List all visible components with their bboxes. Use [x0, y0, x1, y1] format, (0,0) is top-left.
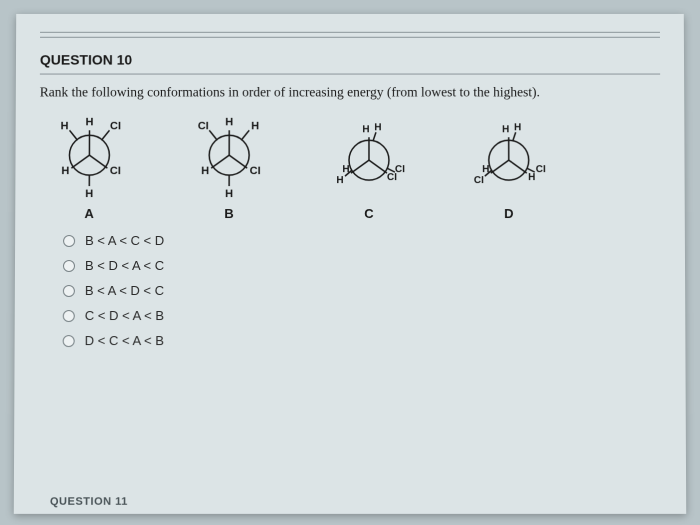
newman-c: H H H H CI CI: [329, 110, 409, 200]
svg-text:H: H: [61, 120, 69, 132]
svg-text:CI: CI: [395, 164, 405, 175]
diagram-d: H H H CI H CI D: [469, 110, 549, 221]
top-divider-1: [40, 31, 660, 32]
diagram-label-c: C: [364, 206, 373, 221]
option-5[interactable]: D < C < A < B: [63, 333, 662, 348]
svg-text:H: H: [528, 172, 535, 183]
svg-text:H: H: [374, 122, 381, 133]
svg-text:H: H: [514, 122, 521, 133]
svg-text:CI: CI: [250, 165, 261, 177]
option-text: B < D < A < C: [85, 258, 164, 273]
question-prompt: Rank the following conformations in orde…: [40, 84, 661, 100]
newman-a: H H CI H CI H: [49, 110, 129, 200]
diagram-label-b: B: [224, 206, 233, 221]
svg-text:H: H: [251, 120, 259, 132]
question-panel: QUESTION 10 Rank the following conformat…: [14, 13, 686, 513]
option-text: B < A < D < C: [85, 283, 164, 298]
svg-text:H: H: [502, 124, 509, 135]
svg-text:CI: CI: [536, 164, 546, 175]
radio-icon[interactable]: [63, 334, 75, 346]
option-text: D < C < A < B: [85, 333, 164, 348]
option-2[interactable]: B < D < A < C: [63, 258, 661, 273]
header-divider: [40, 73, 660, 74]
svg-text:H: H: [225, 188, 233, 200]
svg-text:CI: CI: [110, 120, 121, 132]
next-question-header: QUESTION 11: [50, 495, 128, 507]
svg-text:H: H: [482, 164, 489, 175]
option-1[interactable]: B < A < C < D: [63, 233, 661, 248]
option-4[interactable]: C < D < A < B: [63, 308, 662, 323]
svg-text:CI: CI: [474, 175, 484, 186]
svg-text:H: H: [85, 188, 93, 200]
radio-icon[interactable]: [63, 309, 75, 321]
question-number: QUESTION 10: [40, 51, 660, 67]
svg-text:H: H: [362, 124, 369, 135]
top-divider-2: [40, 36, 660, 37]
svg-text:H: H: [342, 164, 349, 175]
radio-icon[interactable]: [63, 284, 75, 296]
svg-text:H: H: [336, 175, 343, 186]
radio-icon[interactable]: [63, 259, 75, 271]
diagram-b: H CI H H CI H B: [189, 110, 269, 221]
option-text: B < A < C < D: [85, 233, 164, 248]
diagram-row: H H CI H CI H A H CI H H: [49, 110, 661, 221]
svg-text:CI: CI: [110, 165, 121, 177]
newman-b: H CI H H CI H: [189, 110, 269, 200]
answer-options: B < A < C < D B < D < A < C B < A < D < …: [63, 233, 662, 348]
svg-text:H: H: [61, 165, 69, 177]
svg-text:H: H: [86, 116, 94, 128]
diagram-c: H H H H CI CI C: [329, 110, 409, 221]
diagram-a: H H CI H CI H A: [49, 110, 129, 221]
svg-text:H: H: [225, 116, 233, 128]
option-3[interactable]: B < A < D < C: [63, 283, 661, 298]
svg-text:CI: CI: [198, 120, 209, 132]
diagram-label-d: D: [504, 206, 513, 221]
option-text: C < D < A < B: [85, 308, 164, 323]
diagram-label-a: A: [84, 206, 93, 221]
radio-icon[interactable]: [63, 234, 75, 246]
newman-d: H H H CI H CI: [469, 110, 549, 200]
svg-text:H: H: [201, 165, 209, 177]
